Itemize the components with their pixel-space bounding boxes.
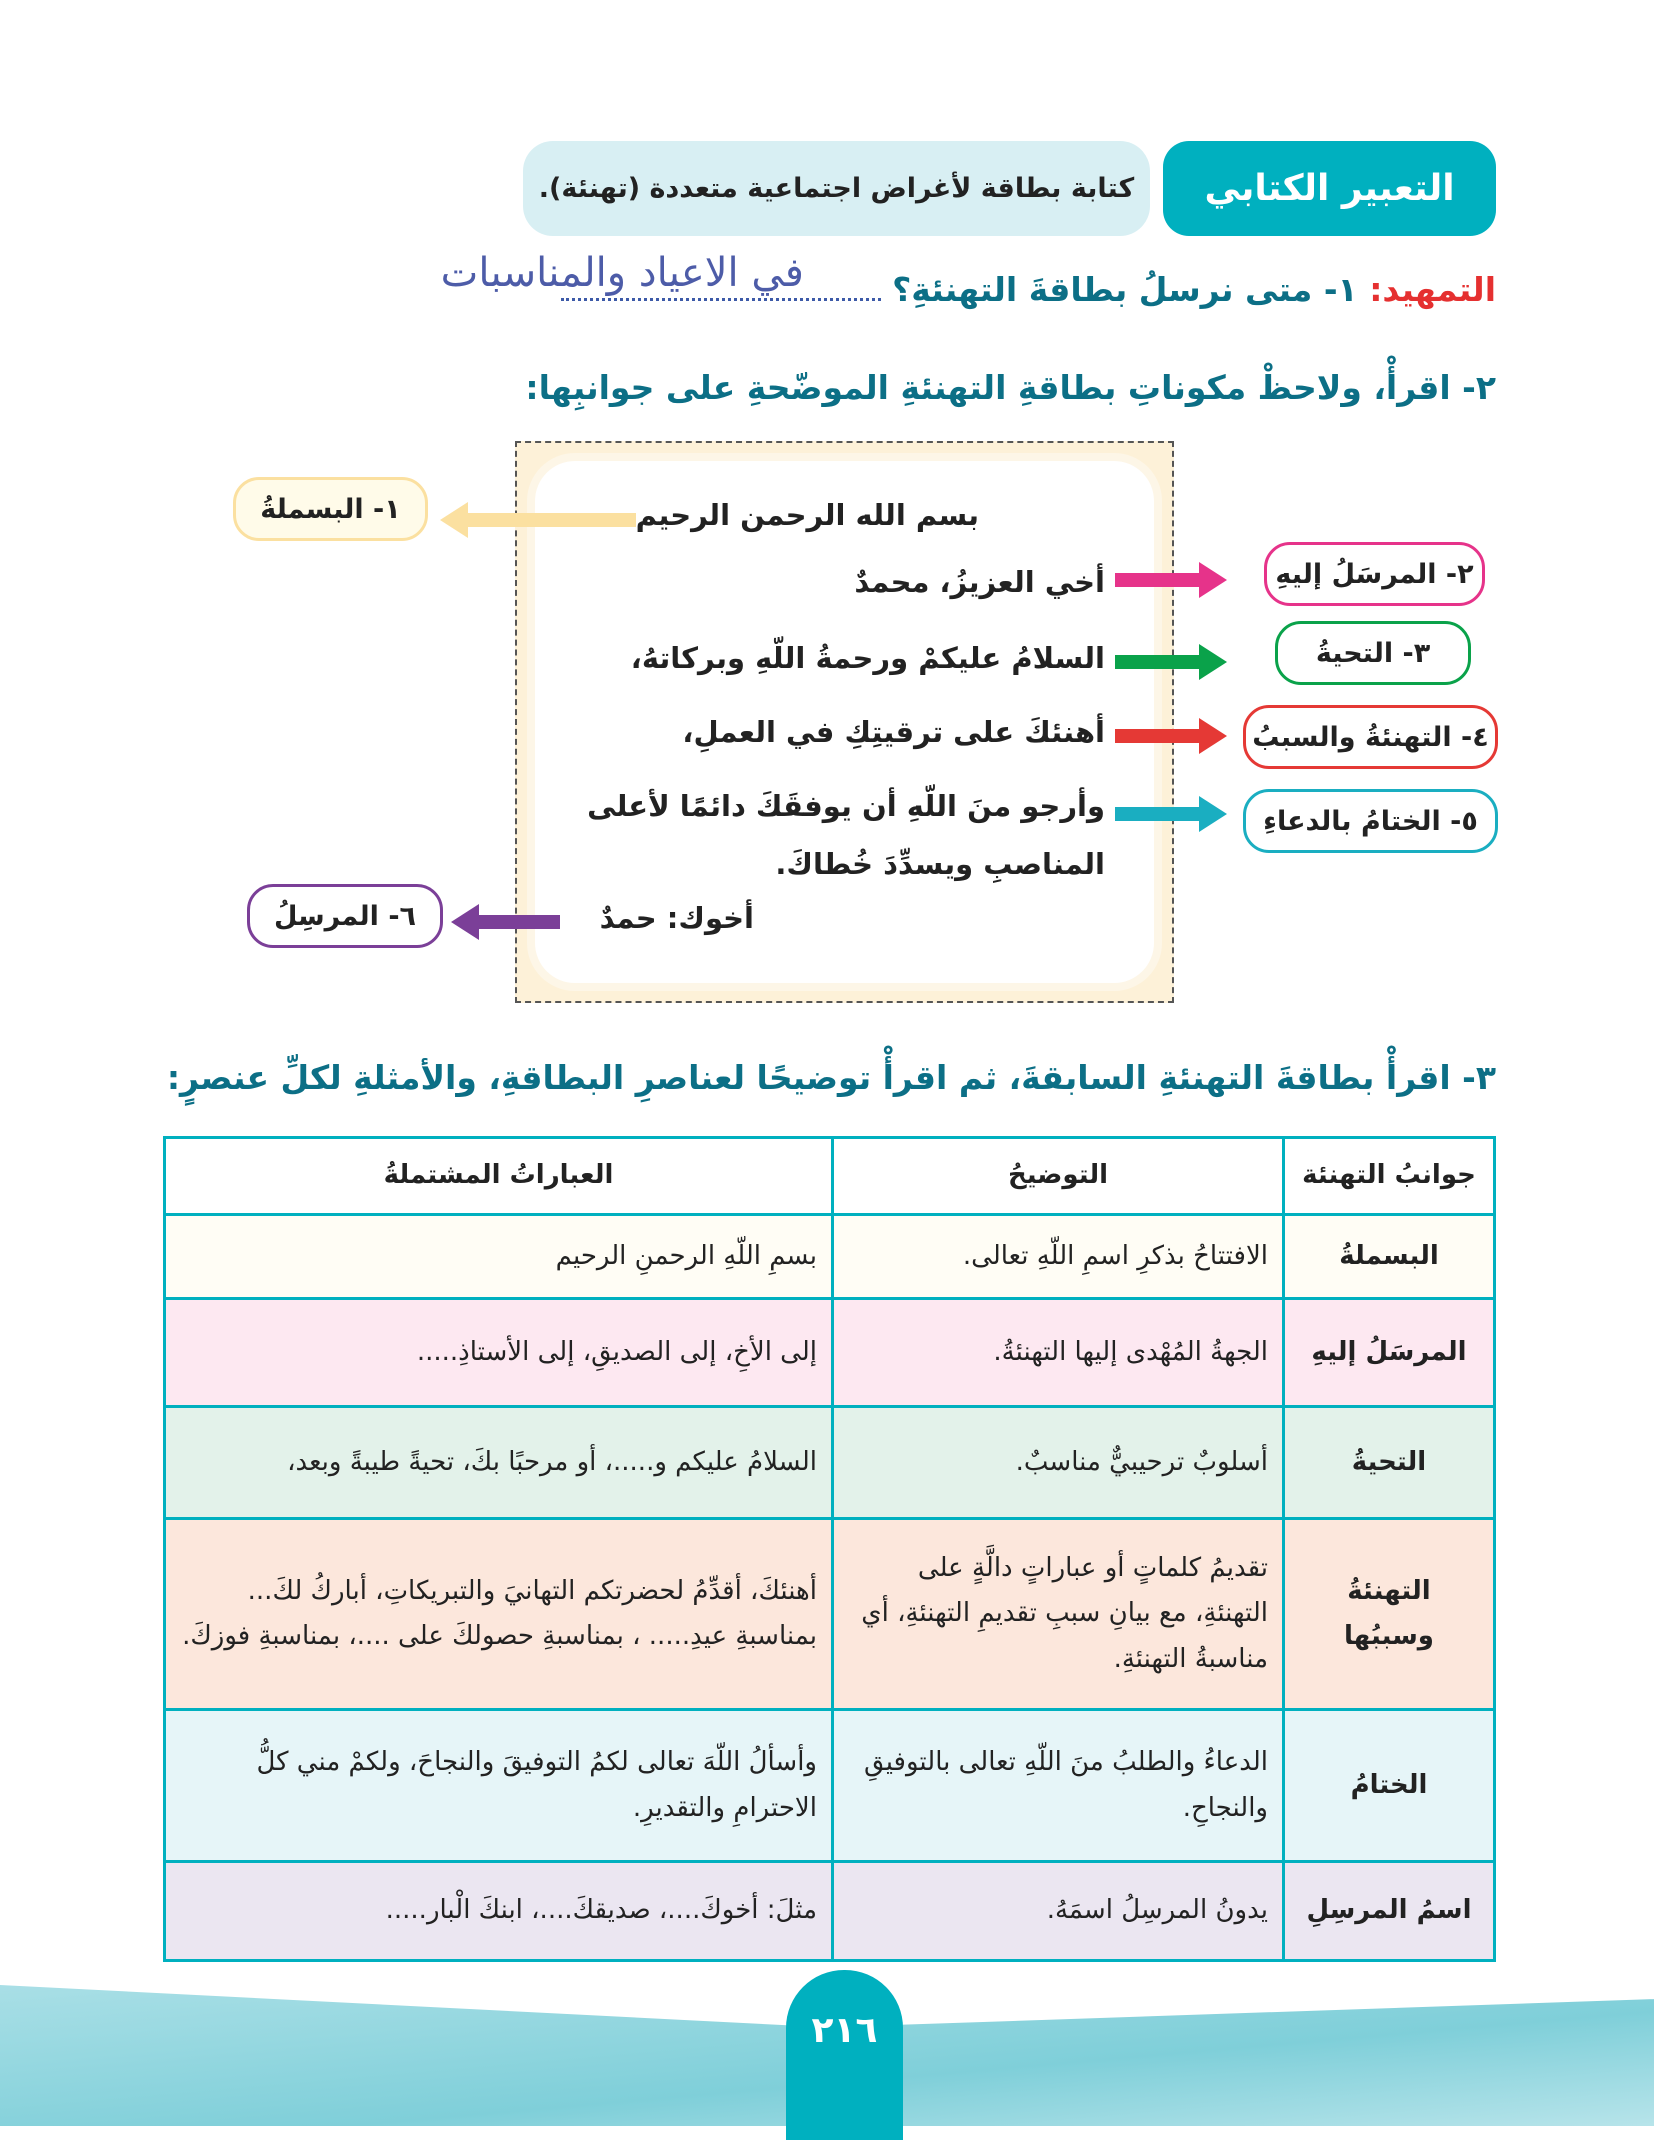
card-line: السلامُ عليكمْ ورحمةُ اللّهِ وبركاتهُ،	[630, 641, 1105, 675]
header-explanation: التوضيحُ	[831, 1136, 1285, 1216]
arrow-left-icon	[440, 502, 636, 538]
card-line: أهنئكَ على ترقيتِكِ في العملِ،	[682, 715, 1105, 749]
arrow-right-icon	[1115, 644, 1227, 680]
label-closing: ٥- الختامُ بالدعاءِ	[1243, 789, 1498, 853]
elements-table: جوانبُ التهنئة التوضيحُ العباراتُ المشتم…	[163, 1136, 1496, 1962]
cell-aspect: التهنئةُ وسببُها	[1282, 1517, 1496, 1711]
label-reason: ٤- التهنئةُ والسببُ	[1243, 705, 1498, 769]
cell-aspect: الختامُ	[1282, 1708, 1496, 1863]
question-3: ٣- اقرأْ بطاقةَ التهنئةِ السابقةَ، ثم اق…	[166, 1058, 1496, 1097]
card-line: أخي العزيزُ، محمدٌ	[854, 565, 1105, 599]
cell-aspect: اسمُ المرسِلِ	[1282, 1860, 1496, 1962]
intro-question-1: التمهيد: ١- متى نرسلُ بطاقةَ التهنئةِ؟ ف…	[441, 250, 1496, 309]
table-row: التحيةُ أسلوبٌ ترحيبيٌّ مناسبٌ. السلامُ عل…	[163, 1405, 1496, 1520]
arrow-right-icon	[1115, 718, 1227, 754]
arrow-left-icon	[451, 904, 560, 940]
card-line: وأرجو منَ اللّهِ أن يوفقَكَ دائمًا لأعلى	[587, 789, 1105, 823]
cell-explanation: أسلوبٌ ترحيبيٌّ مناسبٌ.	[831, 1405, 1285, 1520]
table-row: البسملةُ الافتتاحُ بذكرِ اسمِ اللّهِ تعال…	[163, 1213, 1496, 1300]
card-line: بسم الله الرحمن الرحيم	[635, 498, 979, 532]
cell-phrases: مثلَ: أخوكَ....، صديقكَ....، ابنكَ الْبا…	[163, 1860, 834, 1962]
cell-phrases: إلى الأخِ، إلى الصديقِ، إلى الأستاذِ....…	[163, 1297, 834, 1408]
cell-phrases: أهنئكَ، أقدِّمُ لحضرتكم التهانيَ والتبري…	[163, 1517, 834, 1711]
label-recipient: ٢- المرسَلُ إليهِ	[1264, 542, 1485, 606]
arrow-right-icon	[1115, 796, 1227, 832]
table-row: اسمُ المرسِلِ يدونُ المرسِلُ اسمَهُ. مثلَ:…	[163, 1860, 1496, 1962]
cell-explanation: يدونُ المرسِلُ اسمَهُ.	[831, 1860, 1285, 1962]
q1-text: ١- متى نرسلُ بطاقةَ التهنئةِ؟	[892, 270, 1358, 309]
intro-question-2: ٢- اقرأْ، ولاحظْ مكوناتِ بطاقةِ التهنئةِ…	[525, 368, 1496, 407]
cell-aspect: المرسَلُ إليهِ	[1282, 1297, 1496, 1408]
card-line: أخوك: حمدٌ	[599, 901, 754, 935]
topic-title: كتابة بطاقة لأغراض اجتماعية متعددة (تهنئ…	[523, 141, 1150, 236]
cell-aspect: التحيةُ	[1282, 1405, 1496, 1520]
intro-label: التمهيد:	[1369, 270, 1496, 309]
cell-explanation: الافتتاحُ بذكرِ اسمِ اللّهِ تعالى.	[831, 1213, 1285, 1300]
cell-explanation: الدعاءُ والطلبُ منَ اللّهِ تعالى بالتوفي…	[831, 1708, 1285, 1863]
label-sender: ٦- المرسِلُ	[247, 884, 443, 948]
table-row: المرسَلُ إليهِ الجهةُ المُهْدى إليها الته…	[163, 1297, 1496, 1408]
table-header: جوانبُ التهنئة التوضيحُ العباراتُ المشتم…	[163, 1136, 1496, 1216]
card-line: المناصبِ ويسدِّدَ خُطاكَ.	[775, 847, 1105, 881]
section-title: التعبير الكتابي	[1163, 141, 1496, 236]
cell-phrases: وأسألُ اللّهَ تعالى لكمُ التوفيقَ والنجا…	[163, 1708, 834, 1863]
cell-explanation: الجهةُ المُهْدى إليها التهنئةُ.	[831, 1297, 1285, 1408]
page-number: ٢١٦	[786, 1970, 903, 2140]
cell-phrases: بسمِ اللّهِ الرحمنِ الرحيم	[163, 1213, 834, 1300]
label-bismala: ١- البسملةُ	[233, 477, 428, 541]
label-greeting: ٣- التحيةُ	[1275, 621, 1471, 685]
cell-explanation: تقديمُ كلماتٍ أو عباراتٍ دالَّةٍ على الت…	[831, 1517, 1285, 1711]
q1-answer: في الاعياد والمناسبات	[440, 250, 804, 296]
header-aspect: جوانبُ التهنئة	[1282, 1136, 1496, 1216]
table-row: الختامُ الدعاءُ والطلبُ منَ اللّهِ تعالى …	[163, 1708, 1496, 1863]
table-row: التهنئةُ وسببُها تقديمُ كلماتٍ أو عباراتٍ…	[163, 1517, 1496, 1711]
header-phrases: العباراتُ المشتملةُ	[163, 1136, 834, 1216]
cell-phrases: السلامُ عليكم و.....، أو مرحبًا بكَ، تحي…	[163, 1405, 834, 1520]
arrow-right-icon	[1115, 562, 1227, 598]
cell-aspect: البسملةُ	[1282, 1213, 1496, 1300]
greeting-card	[515, 441, 1174, 1003]
answer-line: في الاعياد والمناسبات	[441, 250, 881, 301]
